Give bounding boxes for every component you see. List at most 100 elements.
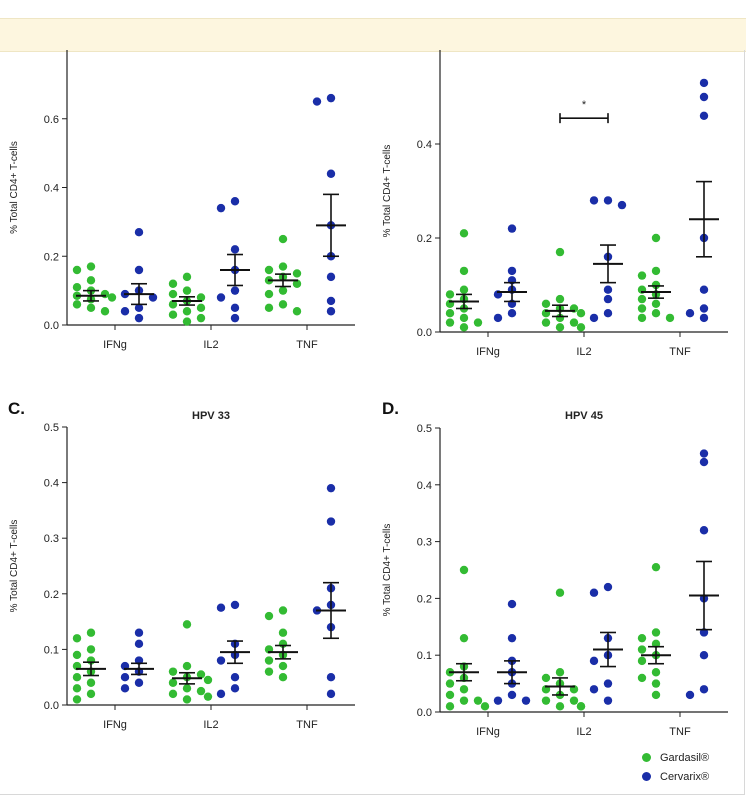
y-tick-label: 0.1 [44,644,59,656]
data-point [445,679,455,688]
data-point [521,696,531,705]
y-axis-label: % Total CD4+ T-cells [9,141,20,234]
data-point [72,265,82,275]
data-point [569,696,579,705]
data-point [134,303,144,313]
data-point [292,307,302,316]
data-point [264,611,274,621]
data-point [473,318,483,327]
data-point [603,285,613,294]
data-point [699,685,709,694]
data-point [72,684,82,693]
data-point [168,279,178,288]
chart-panel-b: 0.0 0.2 0.4 % Total CD4+ T-cells IFNg IL2 TNF * [382,50,728,358]
data-point [326,296,336,306]
data-point [555,668,565,677]
data-point [182,661,192,671]
data-point [507,690,517,700]
data-point [665,313,675,323]
data-point [230,245,240,254]
data-point [555,294,565,304]
data-point [651,668,661,677]
data-point [637,673,647,683]
data-point [196,303,206,313]
data-point [107,293,117,302]
data-point [264,265,274,275]
y-tick-label: 0.5 [417,423,432,435]
data-point [196,313,206,323]
panel-label-c: C. [8,399,25,418]
data-point [182,684,192,693]
data-point [230,673,240,682]
data-point [699,651,709,660]
data-point [292,279,302,288]
data-point [459,323,469,332]
data-point [134,265,144,275]
x-tick-label: TNF [669,726,691,738]
data-point [86,628,96,637]
data-point [196,670,206,679]
data-point [264,667,274,676]
data-point [651,280,661,290]
data-point [168,300,178,309]
data-point [603,196,613,205]
x-tick-label: IL2 [576,726,591,738]
data-point [637,656,647,666]
data-point [507,599,517,609]
legend-item-cervarix: Cervarix® [642,767,709,786]
data-point [182,317,192,326]
data-point [326,272,336,282]
data-point [196,293,206,302]
chart-title: HPV 33 [192,410,230,422]
data-point [278,262,288,271]
data-point [651,690,661,700]
data-point [637,304,647,313]
data-point [699,285,709,294]
legend-label: Cervarix® [660,770,710,783]
data-point [182,272,192,282]
y-tick-label: 0.4 [44,478,59,490]
data-point [617,200,627,210]
y-tick-label: 0.0 [417,327,432,339]
data-point [445,318,455,327]
data-point [264,303,274,313]
data-point [541,673,551,683]
data-point [86,678,96,687]
data-point [216,656,226,665]
data-point [86,303,96,313]
data-point [589,685,599,694]
data-point [134,639,144,649]
y-axis-label: % Total CD4+ T-cells [382,145,393,238]
data-point [278,234,288,244]
data-point [651,233,661,243]
data-point [278,606,288,615]
legend-item-gardasil: Gardasil® [642,748,709,767]
data-point [182,620,192,629]
data-point [507,309,517,318]
panel-label-d: D. [382,399,399,418]
chart-panel-d: HPV 45 0.0 0.1 0.2 0.3 0.4 0.5 % Total CD4+ T-c… [382,410,728,738]
y-tick-label: 0.2 [44,251,59,263]
legend: Gardasil® Cervarix® [642,748,709,786]
data-point [576,309,586,318]
data-point [203,692,213,701]
y-tick-label: 0.3 [44,533,59,545]
y-tick-label: 0.2 [44,589,59,601]
y-axis-label: % Total CD4+ T-cells [382,524,393,617]
data-point [216,689,226,699]
data-point [278,300,288,309]
data-point [459,229,469,238]
data-point [230,286,240,295]
data-point [196,686,206,696]
y-tick-label: 0.0 [44,700,59,712]
y-tick-label: 0.0 [417,707,432,719]
x-tick-label: IL2 [203,719,218,731]
data-point [86,689,96,699]
data-point [603,309,613,318]
data-point [685,309,695,318]
data-point [459,313,469,323]
data-point [445,702,455,711]
data-point [637,313,647,323]
data-point [651,562,661,572]
data-point [230,197,240,206]
